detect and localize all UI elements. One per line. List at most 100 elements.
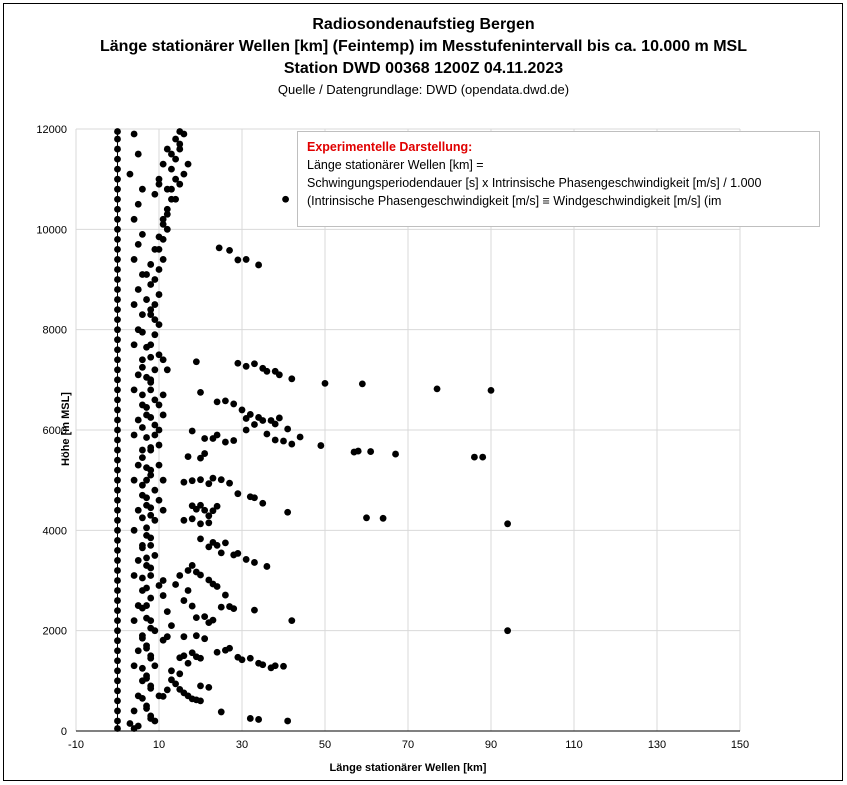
data-point [139, 311, 146, 319]
data-point [251, 360, 258, 368]
data-point [130, 341, 138, 349]
data-point [139, 391, 146, 399]
data-point [139, 481, 146, 489]
data-point [159, 411, 167, 419]
data-point [184, 659, 192, 667]
data-point [209, 616, 217, 624]
data-point [143, 705, 150, 712]
data-point [143, 404, 150, 411]
data-point [139, 514, 146, 522]
data-point [126, 720, 134, 727]
data-point [143, 373, 150, 381]
data-point [130, 130, 138, 138]
data-point [180, 478, 188, 486]
y-tick-label: 12000 [36, 124, 67, 136]
data-point [163, 225, 171, 233]
data-point [151, 246, 159, 253]
data-point [296, 433, 304, 441]
data-point [134, 200, 142, 208]
data-point [172, 175, 180, 183]
data-point [251, 559, 258, 566]
data-point [180, 170, 188, 178]
data-point [230, 400, 238, 408]
data-point [234, 490, 242, 498]
data-point [172, 680, 180, 688]
data-point [217, 708, 225, 716]
data-point [213, 502, 221, 510]
data-point [155, 233, 163, 241]
data-point [168, 622, 175, 630]
data-point [242, 556, 250, 563]
data-point [147, 624, 155, 632]
data-point [163, 686, 171, 694]
data-point [147, 311, 155, 319]
data-point [134, 286, 142, 293]
data-point [176, 140, 184, 148]
data-point [213, 541, 221, 549]
data-point [246, 715, 254, 722]
data-point [222, 591, 229, 599]
data-point [139, 604, 146, 612]
data-point [487, 386, 495, 394]
data-point [205, 512, 213, 520]
data-point [163, 608, 171, 616]
data-point [242, 256, 250, 263]
x-tick-label: 10 [153, 739, 165, 751]
data-point [354, 447, 362, 455]
data-point [151, 396, 159, 404]
data-point [197, 476, 204, 484]
data-point [271, 662, 279, 670]
data-point [234, 550, 242, 557]
data-point [271, 436, 279, 444]
data-point [139, 664, 146, 672]
data-point [147, 281, 155, 288]
data-point [147, 471, 155, 479]
data-point [197, 697, 204, 705]
data-point [130, 707, 138, 715]
data-point [226, 479, 233, 487]
data-point [143, 644, 150, 652]
annotation-heading: Experimentelle Darstellung: [307, 140, 473, 154]
data-point [147, 594, 155, 602]
data-point [242, 426, 250, 434]
x-tick-label: 130 [648, 739, 666, 751]
data-point [238, 656, 246, 664]
data-point [213, 648, 221, 656]
data-point [197, 654, 204, 662]
data-point [130, 256, 138, 263]
data-point [234, 256, 242, 264]
data-point [246, 411, 254, 418]
x-tick-labels: -10 10 30 50 70 90 110 130 150 [68, 739, 749, 751]
data-point [139, 454, 146, 461]
data-point [143, 476, 150, 484]
y-tick-label: 0 [61, 726, 67, 738]
data-point [130, 526, 138, 534]
data-point [130, 431, 138, 439]
data-point [284, 508, 292, 516]
data-point [147, 541, 155, 549]
data-point [246, 654, 254, 662]
data-point [168, 185, 175, 193]
y-tick-labels: 0 2000 4000 6000 8000 10000 12000 [36, 124, 67, 738]
x-tick-label: 110 [565, 739, 583, 751]
data-point [159, 256, 167, 263]
data-point [363, 514, 370, 522]
data-point [205, 543, 213, 551]
data-point [134, 506, 142, 514]
data-point [213, 398, 221, 406]
data-point [230, 605, 238, 612]
data-point [226, 644, 233, 652]
data-point [139, 544, 146, 552]
y-tick-label: 6000 [43, 425, 67, 437]
annotation-line-1: Länge stationärer Wellen [km] = [307, 158, 484, 172]
data-point [139, 230, 146, 238]
data-point [143, 434, 150, 441]
data-point [188, 602, 196, 610]
data-point [143, 271, 150, 278]
data-point [180, 130, 188, 138]
data-point [242, 362, 250, 370]
data-point [288, 375, 296, 383]
data-point [234, 359, 242, 367]
data-point [201, 450, 209, 457]
data-point [226, 247, 233, 254]
